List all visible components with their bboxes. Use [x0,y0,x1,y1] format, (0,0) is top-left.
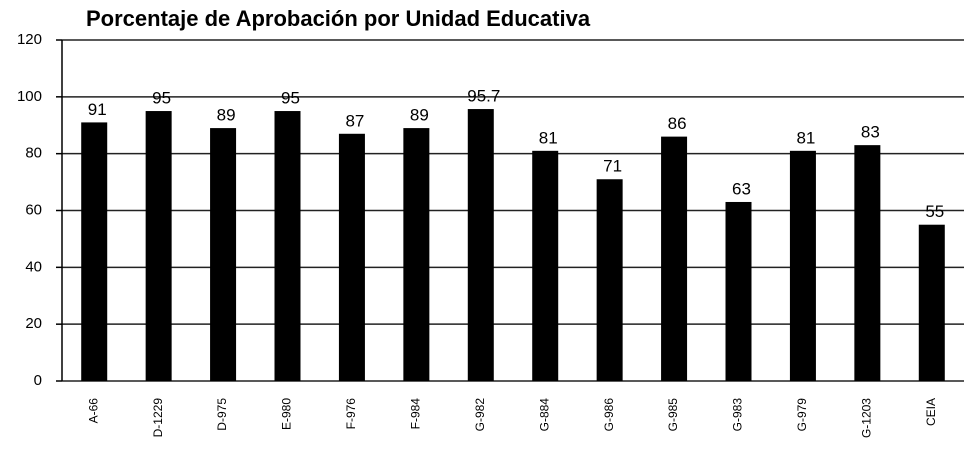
value-label: 89 [410,106,429,125]
y-tick-label: 100 [17,88,42,105]
bar [274,111,301,382]
value-label: 55 [925,202,944,221]
bar [338,133,365,381]
bar [918,224,945,381]
x-tick-label: CEIA [924,398,938,426]
y-tick-label: 60 [25,201,42,218]
value-label: 81 [539,128,558,147]
value-label: 95 [281,89,300,108]
bar [210,128,237,381]
value-label: 83 [861,123,880,142]
x-tick-label: G-982 [473,398,487,432]
value-label: 86 [668,114,687,133]
bar [81,122,108,382]
value-label: 95.7 [467,87,500,106]
value-label: 71 [603,157,622,176]
x-tick-label: D-975 [215,398,229,431]
y-tick-label: 0 [34,372,42,389]
bar [145,111,172,382]
y-tick-label: 80 [25,145,42,162]
bar [725,201,752,381]
bar [661,136,688,381]
y-tick-label: 120 [17,31,42,48]
value-label: 89 [217,106,236,125]
value-label: 63 [732,179,751,198]
value-label: 81 [796,128,815,147]
value-label: 91 [88,100,107,119]
x-tick-label: D-1229 [151,398,165,438]
bar [532,150,559,381]
value-label: 95 [152,89,171,108]
bar [403,128,430,381]
x-tick-label: G-985 [666,398,680,432]
bar [854,145,881,381]
x-tick-label: G-986 [602,398,616,432]
x-tick-label: G-1203 [860,398,874,438]
x-tick-label: A-66 [86,398,100,424]
x-tick-label: F-984 [409,398,423,430]
value-label: 87 [345,111,364,130]
x-tick-label: F-976 [344,398,358,430]
x-tick-label: E-980 [280,398,294,430]
bar [467,109,494,382]
y-tick-label: 40 [25,258,42,275]
x-tick-label: G-884 [537,398,551,432]
x-tick-label: G-979 [795,398,809,432]
chart-title: Porcentaje de Aprobación por Unidad Educ… [86,6,591,31]
y-tick-label: 20 [25,315,42,332]
bar [789,150,816,381]
bar [596,179,623,381]
x-tick-label: G-983 [731,398,745,432]
